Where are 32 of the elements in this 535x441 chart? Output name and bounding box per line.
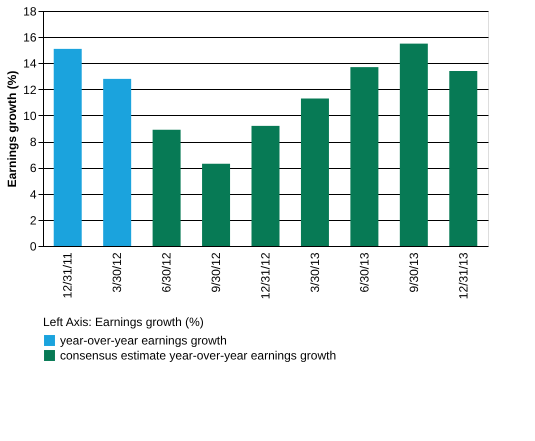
y-tick-label: 4 [30, 187, 37, 202]
y-tick-label: 2 [30, 213, 37, 228]
x-tick-label: 6/30/12 [160, 252, 174, 293]
legend-label: year-over-year earnings growth [60, 334, 227, 348]
bar [400, 44, 428, 246]
bar [103, 78, 132, 246]
bar [252, 126, 280, 246]
x-tick-label: 12/31/13 [456, 252, 470, 300]
bar [54, 48, 82, 246]
x-tick-label: 12/31/11 [60, 252, 75, 298]
x-tick-label: 6/30/13 [357, 252, 372, 293]
y-tick-label: 18 [23, 4, 37, 18]
y-tick-label: 10 [23, 108, 37, 123]
bar [300, 98, 329, 246]
x-tick-label: 3/30/12 [110, 252, 124, 293]
bar [449, 71, 478, 246]
y-tick-label: 16 [23, 30, 37, 45]
y-axis-title: Earnings growth (%) [5, 70, 20, 188]
legend-title: Left Axis: Earnings growth (%) [43, 315, 204, 329]
y-tick-label: 0 [30, 240, 37, 254]
y-tick-label: 12 [23, 82, 37, 97]
x-tick-label: 9/30/13 [406, 252, 421, 293]
bar [202, 164, 230, 246]
x-tick-label: 3/30/13 [308, 252, 322, 293]
y-tick-label: 8 [30, 135, 37, 150]
y-tick-label: 6 [30, 161, 37, 176]
x-tick-label: 9/30/12 [209, 252, 224, 293]
y-tick-label: 14 [23, 56, 37, 71]
bar [350, 67, 378, 246]
legend-label: consensus estimate year-over-year earnings growth [60, 348, 336, 362]
x-tick-label: 12/31/12 [258, 252, 272, 300]
bar [152, 130, 181, 246]
